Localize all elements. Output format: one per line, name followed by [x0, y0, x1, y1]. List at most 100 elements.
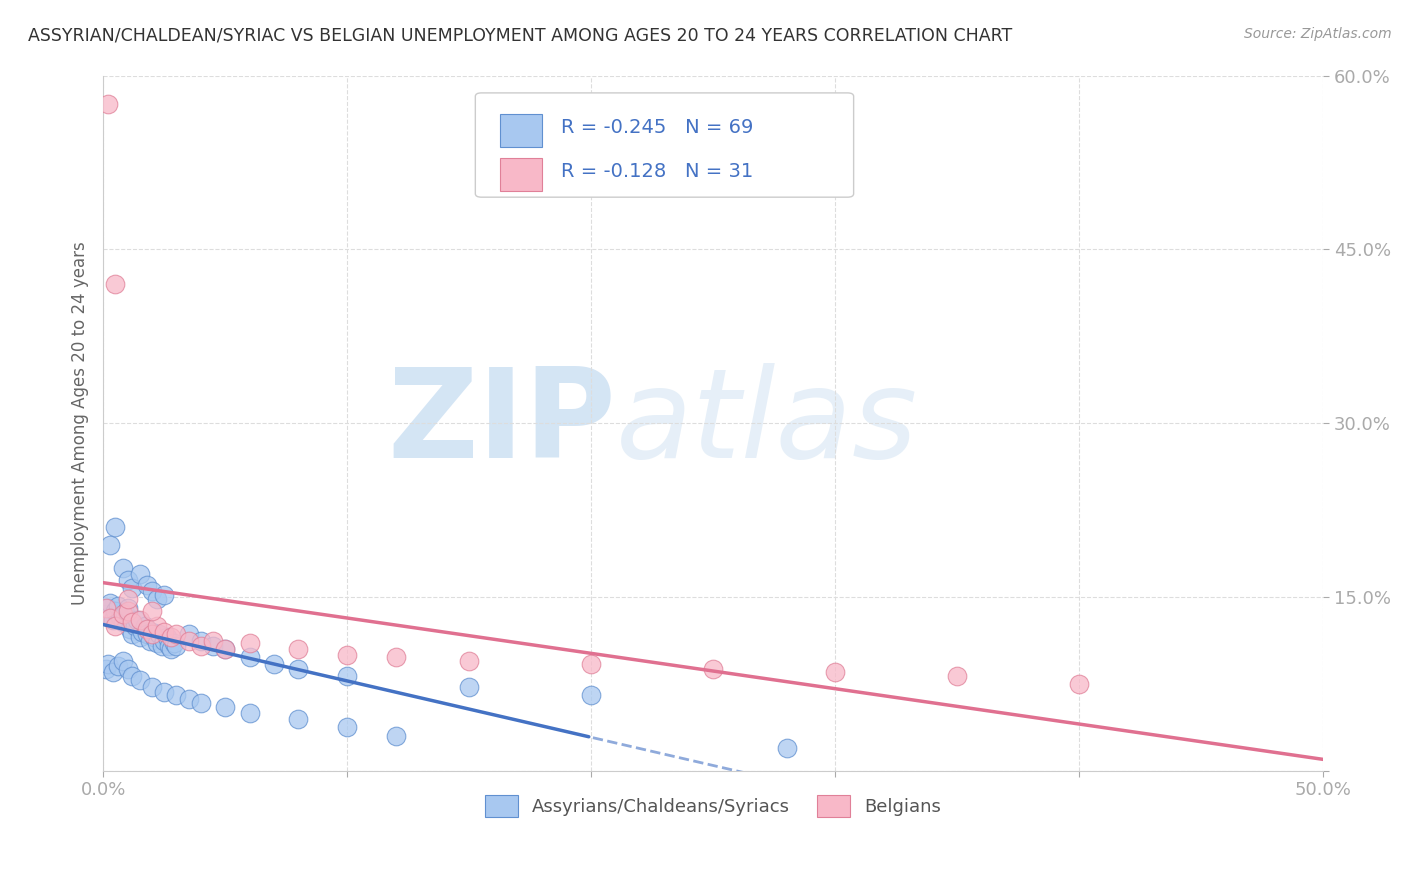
Point [110, 609, 132, 624]
Point [153, 634, 176, 648]
Point [143, 631, 166, 645]
Point [581, 657, 603, 672]
Point [121, 668, 143, 682]
Point [153, 685, 176, 699]
Point [177, 627, 200, 641]
Point [165, 639, 187, 653]
Point [201, 639, 224, 653]
Point [287, 662, 309, 676]
Point [136, 578, 159, 592]
Point [94, 607, 117, 622]
Text: atlas: atlas [616, 363, 918, 483]
Point [94, 662, 117, 676]
FancyBboxPatch shape [475, 93, 853, 197]
Point [138, 634, 160, 648]
Point [287, 712, 309, 726]
Point [94, 601, 117, 615]
Point [141, 680, 163, 694]
Point [121, 627, 143, 641]
Point [458, 680, 481, 694]
Point [165, 689, 187, 703]
Point [336, 720, 359, 734]
Point [117, 604, 139, 618]
Point [214, 642, 236, 657]
Point [136, 627, 159, 641]
Point [146, 636, 169, 650]
Point [141, 604, 163, 618]
Point [177, 691, 200, 706]
Point [117, 662, 139, 676]
Point [128, 673, 150, 688]
Point [141, 584, 163, 599]
Point [136, 623, 159, 637]
Point [201, 634, 224, 648]
Point [146, 592, 169, 607]
Point [1069, 677, 1091, 691]
Point [150, 639, 173, 653]
Point [104, 604, 127, 618]
Point [458, 654, 481, 668]
FancyBboxPatch shape [499, 114, 543, 147]
Point [177, 634, 200, 648]
Point [104, 277, 127, 291]
Point [153, 624, 176, 639]
Point [141, 627, 163, 641]
Point [141, 624, 163, 639]
Point [107, 599, 129, 614]
Point [190, 639, 212, 653]
Point [946, 668, 969, 682]
Point [111, 615, 134, 630]
Text: ASSYRIAN/CHALDEAN/SYRIAC VS BELGIAN UNEMPLOYMENT AMONG AGES 20 TO 24 YEARS CORRE: ASSYRIAN/CHALDEAN/SYRIAC VS BELGIAN UNEM… [28, 27, 1012, 45]
Point [121, 581, 143, 595]
Point [111, 607, 134, 622]
Point [124, 619, 146, 633]
Point [190, 697, 212, 711]
Point [134, 619, 156, 633]
Point [155, 631, 177, 645]
Point [163, 636, 186, 650]
Point [239, 650, 262, 665]
Point [336, 648, 359, 662]
Point [114, 606, 136, 620]
Point [148, 627, 170, 641]
Point [157, 639, 180, 653]
FancyBboxPatch shape [499, 158, 543, 191]
Point [385, 650, 408, 665]
Point [214, 700, 236, 714]
Point [111, 654, 134, 668]
Point [336, 668, 359, 682]
Point [287, 642, 309, 657]
Legend: Assyrians/Chaldeans/Syriacs, Belgians: Assyrians/Chaldeans/Syriacs, Belgians [478, 788, 949, 824]
Point [107, 659, 129, 673]
Point [165, 627, 187, 641]
Text: R = -0.128   N = 31: R = -0.128 N = 31 [561, 161, 754, 181]
Point [153, 588, 176, 602]
Point [160, 642, 183, 657]
Point [775, 740, 797, 755]
Point [824, 665, 846, 680]
Point [128, 566, 150, 581]
Point [239, 636, 262, 650]
Point [100, 611, 122, 625]
Point [100, 596, 122, 610]
Point [385, 729, 408, 743]
Text: R = -0.245   N = 69: R = -0.245 N = 69 [561, 118, 754, 137]
Point [121, 615, 143, 630]
Point [100, 538, 122, 552]
Point [104, 520, 127, 534]
Point [581, 689, 603, 703]
Y-axis label: Unemployment Among Ages 20 to 24 years: Unemployment Among Ages 20 to 24 years [72, 241, 89, 605]
Point [128, 613, 150, 627]
Point [117, 601, 139, 615]
Point [131, 624, 153, 639]
Point [214, 642, 236, 657]
Point [97, 601, 120, 615]
Point [101, 665, 124, 680]
Text: ZIP: ZIP [387, 363, 616, 483]
Point [117, 573, 139, 587]
Point [128, 631, 150, 645]
Point [101, 613, 124, 627]
Point [118, 623, 141, 637]
Point [97, 657, 120, 672]
Point [239, 706, 262, 720]
